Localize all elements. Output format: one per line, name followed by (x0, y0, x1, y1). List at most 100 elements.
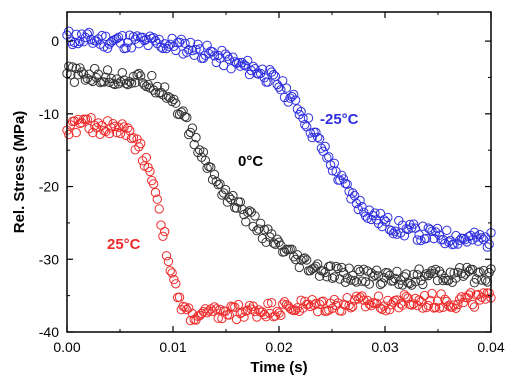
data-point (263, 298, 273, 309)
data-point (257, 64, 268, 74)
data-point (174, 37, 185, 47)
axis-ticks (66, 12, 492, 333)
data-point (136, 138, 146, 149)
data-point (71, 29, 81, 39)
data-point (327, 166, 338, 176)
data-point (222, 51, 233, 61)
data-point (298, 254, 308, 264)
data-point (167, 268, 177, 278)
data-point (163, 256, 174, 267)
data-point (195, 44, 205, 54)
data-point (145, 166, 155, 177)
data-point (318, 296, 328, 306)
data-point (340, 277, 351, 287)
data-point (69, 77, 80, 88)
data-point (447, 302, 457, 312)
data-point (372, 265, 382, 275)
data-point (456, 268, 467, 279)
data-point (121, 43, 131, 53)
data-point (84, 27, 94, 38)
data-point (281, 83, 292, 93)
data-point (150, 187, 161, 198)
data-point (351, 277, 362, 287)
data-point (397, 300, 408, 310)
data-point (163, 41, 174, 51)
data-point (97, 30, 107, 41)
y-axis-title: Rel. Stress (MPa) (11, 111, 28, 234)
data-point (185, 315, 196, 326)
data-point (209, 51, 220, 61)
data-point (368, 298, 378, 308)
data-point (102, 65, 113, 75)
data-point (344, 263, 354, 273)
data-point (408, 269, 419, 280)
data-point (244, 69, 255, 80)
data-point (237, 307, 247, 317)
data-point (294, 262, 304, 273)
data-point (344, 300, 354, 311)
x-axis-title: Time (s) (250, 359, 307, 376)
data-point (449, 268, 459, 278)
data-point (160, 82, 170, 92)
data-point (276, 310, 286, 320)
data-point (355, 195, 365, 206)
data-point (458, 271, 468, 281)
data-point (314, 299, 325, 309)
data-point (289, 89, 299, 100)
data-point (392, 229, 402, 239)
data-point (388, 229, 398, 239)
data-point (300, 253, 310, 263)
y-tick-label: -10 (39, 106, 59, 122)
data-point (86, 75, 96, 85)
data-point (331, 261, 341, 272)
data-point (377, 278, 387, 288)
data-point (209, 169, 220, 180)
data-point (401, 269, 411, 279)
data-point (143, 40, 153, 51)
data-point (478, 234, 489, 245)
data-point (165, 266, 175, 276)
data-point (451, 273, 461, 283)
data-point (150, 88, 161, 98)
data-point (158, 43, 168, 54)
data-point (158, 231, 168, 242)
data-point (477, 275, 487, 285)
data-point (259, 309, 269, 320)
data-point (298, 113, 308, 124)
data-point (290, 95, 301, 105)
data-point (290, 254, 301, 265)
data-point (388, 276, 398, 286)
data-point (423, 300, 433, 311)
data-point (123, 123, 133, 133)
data-point (425, 295, 435, 305)
data-point (202, 163, 212, 174)
data-point (484, 239, 494, 250)
data-point (126, 43, 137, 53)
data-point (278, 299, 288, 309)
data-point (290, 305, 301, 315)
data-point (342, 179, 352, 190)
data-point (421, 233, 432, 244)
data-point (259, 224, 269, 235)
data-point (432, 296, 443, 306)
data-point (254, 224, 264, 234)
data-point (296, 106, 306, 117)
data-point (386, 226, 397, 236)
data-point (148, 179, 159, 189)
series-2-markers (62, 113, 496, 326)
data-point (348, 188, 358, 198)
data-point (150, 36, 161, 46)
data-point (453, 299, 463, 310)
data-point (482, 242, 492, 252)
data-point (252, 226, 262, 236)
data-point (383, 212, 393, 223)
data-point (266, 298, 277, 308)
data-point (329, 272, 339, 282)
data-point (427, 226, 437, 237)
data-point (392, 266, 402, 277)
plot-markers (62, 26, 496, 326)
data-point (180, 111, 190, 122)
data-point (250, 211, 260, 221)
data-point (224, 310, 234, 320)
